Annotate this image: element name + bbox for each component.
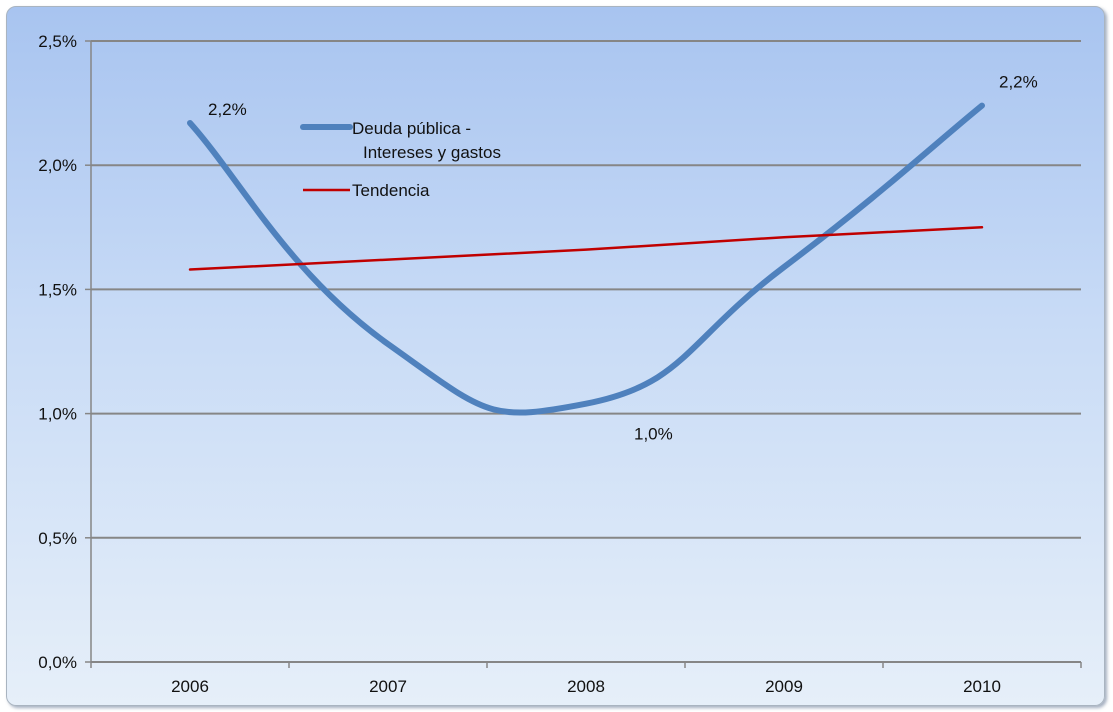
y-tick-label: 2,0% [38, 156, 77, 175]
x-tick-label: 2008 [567, 677, 605, 696]
legend-label-tendencia: Tendencia [352, 181, 430, 200]
series-line-deuda-publica [187, 102, 985, 416]
data-labels: 2,2% 1,0% 2,2% [208, 73, 1038, 444]
data-label: 2,2% [999, 73, 1038, 92]
y-axis-ticks: 0,0% 0,5% 1,0% 1,5% 2,0% 2,5% [38, 32, 91, 672]
y-tick-label: 2,5% [38, 32, 77, 51]
legend: Deuda pública - Intereses y gastos Tendenc… [300, 119, 501, 200]
y-tick-label: 0,0% [38, 653, 77, 672]
x-tick-label: 2010 [963, 677, 1001, 696]
gridlines [91, 40, 1081, 539]
data-label: 2,2% [208, 100, 247, 119]
y-tick-label: 1,5% [38, 280, 77, 299]
x-axis-ticks: 2006 2007 2008 2009 2010 [90, 662, 1082, 696]
legend-label-line-1: Deuda pública - [352, 119, 471, 138]
data-label: 1,0% [634, 425, 673, 444]
x-tick-label: 2009 [765, 677, 803, 696]
x-tick-label: 2007 [369, 677, 407, 696]
legend-label-line-2: Intereses y gastos [363, 143, 501, 162]
y-tick-label: 1,0% [38, 405, 77, 424]
series-lines [187, 102, 985, 416]
series-line-tendencia [188, 226, 984, 271]
y-tick-label: 0,5% [38, 529, 77, 548]
x-tick-label: 2006 [171, 677, 209, 696]
axes [90, 41, 1081, 663]
